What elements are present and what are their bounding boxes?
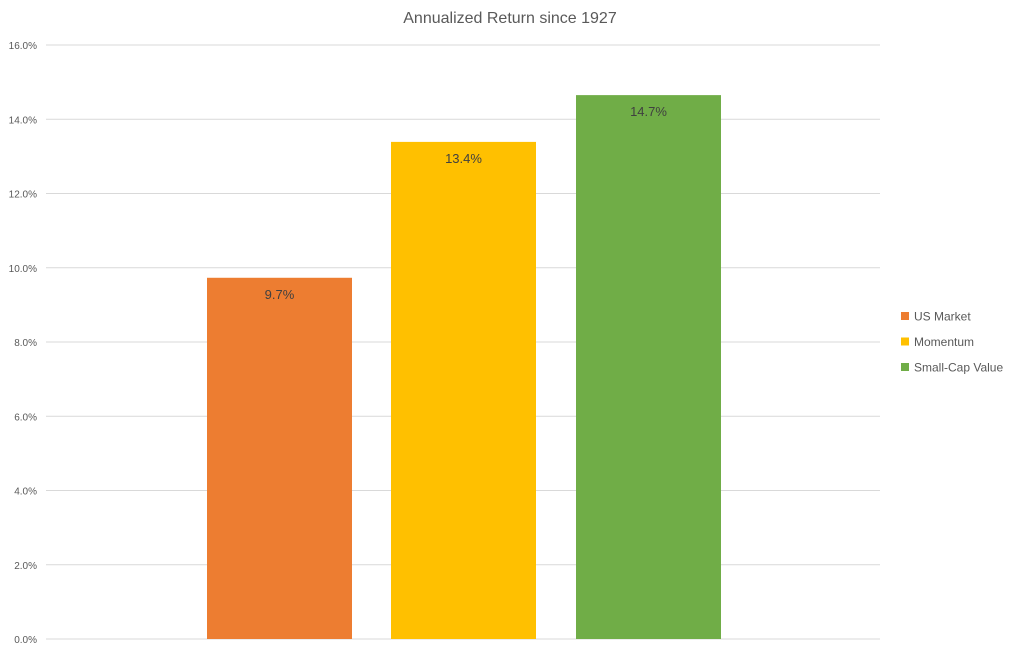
y-tick-label: 16.0% [9,41,37,52]
y-tick-label: 8.0% [14,338,37,349]
legend-swatch [901,312,909,320]
legend-label: Momentum [914,335,974,349]
legend-label: US Market [914,310,971,324]
y-tick-label: 10.0% [9,264,37,275]
bar-small-cap-value [576,95,721,639]
data-label: 13.4% [445,151,482,166]
legend-swatch [901,337,909,346]
legend: US Market Momentum Small-Cap Value [901,310,1003,375]
bar-us-market [207,277,352,639]
bar-momentum [391,141,536,640]
y-tick-label: 12.0% [9,190,37,201]
legend-swatch [901,363,909,371]
y-tick-label: 2.0% [14,561,37,572]
data-label: 14.7% [630,104,667,119]
y-tick-label: 0.0% [14,635,37,646]
data-labels: 9.7% 13.4% 14.7% [265,104,668,302]
y-tick-label: 14.0% [9,115,37,126]
chart-title: Annualized Return since 1927 [403,10,617,27]
y-tick-label: 4.0% [14,487,37,498]
legend-label: Small-Cap Value [914,361,1003,375]
y-axis-tick-labels: 0.0% 2.0% 4.0% 6.0% 8.0% 10.0% 12.0% 14.0% 16.0% [9,41,37,646]
y-tick-label: 6.0% [14,412,37,423]
data-label: 9.7% [265,287,295,302]
bars [207,95,721,640]
